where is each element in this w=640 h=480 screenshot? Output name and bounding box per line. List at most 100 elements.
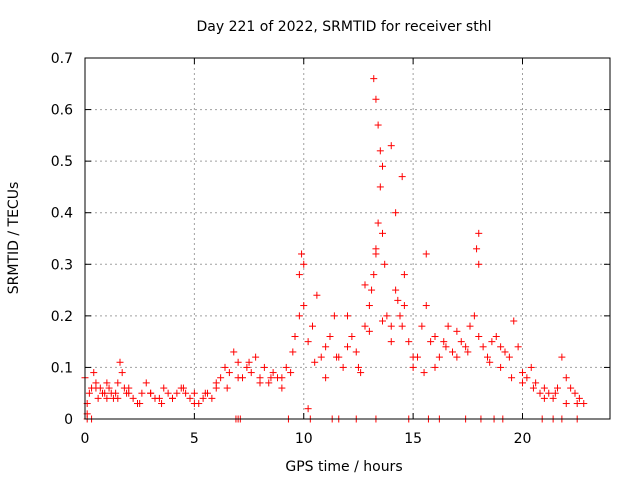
data-point (208, 394, 216, 402)
data-point (298, 250, 306, 258)
data-point (420, 369, 428, 377)
data-point (365, 327, 373, 335)
y-tick-label: 0 (64, 412, 73, 428)
data-point (457, 338, 465, 346)
data-point (497, 363, 505, 371)
data-point (475, 229, 483, 237)
data-point (354, 363, 362, 371)
data-point (442, 343, 450, 351)
y-tick-label: 0.1 (51, 360, 73, 376)
data-point (221, 363, 229, 371)
data-point (243, 363, 251, 371)
data-point (90, 369, 98, 377)
data-point (527, 363, 535, 371)
x-tick-label: 0 (81, 431, 90, 447)
data-point (554, 384, 561, 392)
data-point (573, 400, 581, 408)
y-tick-label: 0.3 (51, 257, 73, 273)
data-point (519, 379, 526, 387)
data-point (291, 332, 299, 340)
data-point (230, 348, 238, 356)
data-point (372, 250, 380, 258)
data-point (344, 343, 351, 351)
data-point (379, 317, 386, 325)
data-point (361, 322, 369, 330)
data-point (267, 374, 275, 382)
grid-lines (85, 58, 610, 419)
data-point (309, 322, 316, 330)
data-point (234, 358, 242, 366)
data-point (103, 394, 111, 402)
axis-ticks: 0 5 10 15 20 0 0.1 0.2 0.3 0.4 0.5 0.6 0.7 (51, 51, 610, 447)
data-point (374, 219, 382, 227)
data-point (136, 400, 144, 408)
data-point (392, 286, 400, 294)
data-point (405, 338, 413, 346)
data-point (418, 322, 426, 330)
data-point (289, 348, 297, 356)
data-point (532, 379, 540, 387)
data-point (479, 343, 487, 351)
x-tick-label: 10 (295, 431, 313, 447)
data-point (396, 312, 404, 320)
data-point (256, 379, 264, 387)
data-point (295, 312, 303, 320)
data-point (282, 363, 290, 371)
data-point (155, 394, 163, 402)
data-point (361, 281, 369, 289)
data-point (252, 353, 260, 361)
data-point (549, 394, 557, 402)
data-point (379, 162, 386, 170)
x-axis-label: GPS time / hours (285, 459, 402, 475)
data-point (562, 400, 570, 408)
data-point (344, 312, 351, 320)
data-point (333, 353, 341, 361)
data-point (488, 338, 496, 346)
data-point (519, 369, 526, 377)
data-point (330, 312, 338, 320)
data-point (245, 358, 253, 366)
y-tick-label: 0.2 (51, 309, 73, 325)
data-point (387, 142, 395, 150)
data-point (540, 394, 548, 402)
data-point (112, 389, 120, 397)
y-tick-label: 0.4 (51, 206, 73, 222)
data-point (118, 369, 126, 377)
data-point (376, 147, 384, 155)
data-point (529, 384, 537, 392)
y-axis-label: SRMTID / TECUs (6, 182, 22, 295)
data-point (475, 260, 483, 268)
data-point (475, 332, 483, 340)
data-point (545, 389, 553, 397)
data-point (142, 379, 150, 387)
data-point (497, 343, 505, 351)
data-point (365, 302, 373, 310)
data-point (190, 400, 198, 408)
data-point (129, 394, 137, 402)
data-point (212, 379, 220, 387)
data-point (387, 338, 395, 346)
data-point (551, 389, 559, 397)
data-point (158, 400, 166, 408)
data-point (260, 363, 268, 371)
data-point (453, 353, 461, 361)
y-tick-label: 0.7 (51, 51, 73, 67)
plot-frame (84, 57, 611, 420)
data-point (449, 348, 456, 356)
data-point (540, 384, 548, 392)
data-point (179, 384, 187, 392)
data-point (339, 363, 347, 371)
data-point (352, 348, 360, 356)
data-point (435, 353, 443, 361)
data-point (464, 348, 472, 356)
data-point (508, 374, 516, 382)
data-point (138, 389, 146, 397)
data-point (114, 394, 122, 402)
data-point (186, 394, 194, 402)
data-point (94, 394, 102, 402)
data-point (409, 353, 417, 361)
data-point (225, 369, 233, 377)
data-point (440, 338, 448, 346)
data-point (379, 229, 386, 237)
